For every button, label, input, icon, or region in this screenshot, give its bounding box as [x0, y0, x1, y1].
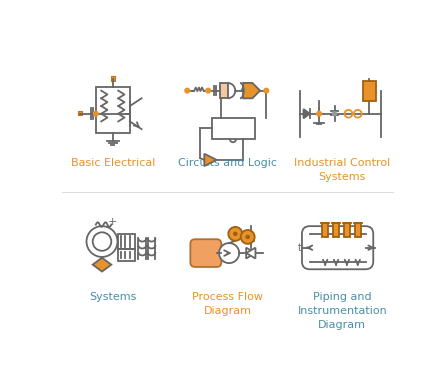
Circle shape [333, 112, 337, 116]
Polygon shape [93, 258, 111, 272]
Circle shape [206, 88, 210, 93]
Bar [212, 118, 255, 139]
Bar [322, 223, 328, 237]
Bar [344, 223, 350, 237]
Bar [118, 249, 135, 261]
Bar [333, 223, 339, 237]
Bar [111, 76, 115, 80]
Polygon shape [246, 248, 255, 259]
Circle shape [246, 236, 249, 239]
Polygon shape [304, 109, 310, 118]
Circle shape [317, 111, 321, 116]
Bar [118, 234, 135, 249]
Text: Circuits and Logic: Circuits and Logic [178, 159, 277, 169]
Text: Process Flow
Diagram: Process Flow Diagram [192, 292, 263, 316]
Text: Piping and
Instrumentation
Diagram: Piping and Instrumentation Diagram [297, 292, 387, 331]
Circle shape [264, 88, 269, 93]
Circle shape [234, 232, 237, 236]
Text: Systems: Systems [89, 292, 137, 302]
Circle shape [241, 230, 255, 244]
Polygon shape [204, 154, 217, 166]
Polygon shape [243, 83, 260, 98]
Polygon shape [220, 83, 227, 98]
FancyBboxPatch shape [190, 239, 222, 267]
Circle shape [185, 88, 190, 93]
Bar [355, 223, 361, 237]
Text: t: t [297, 244, 301, 254]
Bar [363, 80, 376, 101]
Text: +: + [108, 217, 118, 227]
Bar [78, 111, 82, 115]
Circle shape [219, 243, 239, 263]
Text: Basic Electrical: Basic Electrical [71, 159, 155, 169]
Text: Industrial Control
Systems: Industrial Control Systems [294, 159, 390, 182]
Circle shape [94, 111, 98, 116]
Bar [96, 87, 130, 133]
Polygon shape [246, 248, 255, 259]
Circle shape [228, 227, 242, 241]
